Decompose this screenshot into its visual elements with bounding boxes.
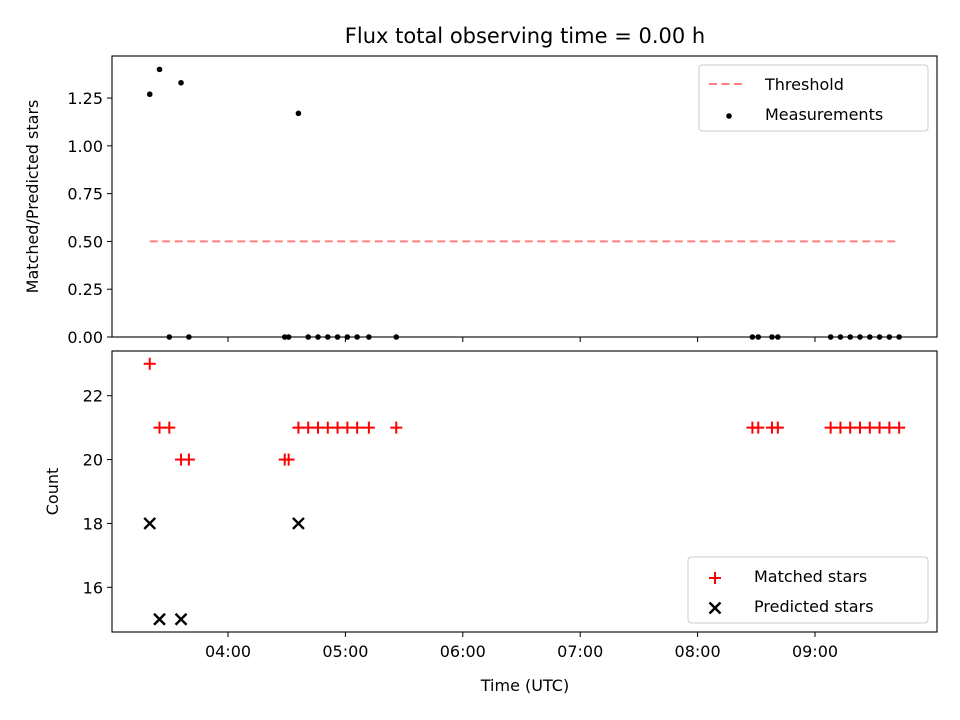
matched-star-marker	[390, 421, 403, 434]
y-tick-label: 1.00	[67, 137, 103, 156]
y-tick-label: 0.50	[67, 232, 103, 251]
predicted-star-marker	[174, 612, 188, 626]
measurement-point	[837, 334, 844, 340]
marker-d2	[153, 612, 166, 626]
measurement-point	[186, 334, 192, 340]
y-tick-label: 1.25	[67, 89, 103, 108]
measurement-point	[354, 334, 360, 340]
legend: Threshold Measurements	[698, 64, 929, 132]
matched-star-marker	[752, 421, 765, 434]
measurement-point	[775, 334, 781, 340]
y-tick-label: 22	[83, 387, 103, 406]
x-tick-label: 09:00	[792, 642, 838, 661]
measurement-point	[305, 334, 312, 340]
x-tick-label: 07:00	[557, 642, 603, 661]
y-axis-label: Matched/Predicted stars	[23, 100, 42, 294]
predicted-star-marker	[153, 612, 166, 626]
y-axis-label: Count	[43, 468, 62, 516]
measurement-point	[393, 334, 400, 340]
y-tick-label: 16	[83, 578, 103, 597]
matched-star-marker	[351, 421, 364, 434]
measurement-point	[886, 334, 893, 340]
measurement-point	[334, 334, 341, 340]
y-tick-label: 0.75	[67, 185, 103, 204]
predicted-star-marker	[143, 517, 157, 530]
measurement-point	[295, 110, 302, 117]
measurement-point	[769, 334, 775, 340]
measurement-point	[156, 66, 163, 73]
legend-box	[687, 556, 929, 624]
matched-star-marker	[771, 421, 784, 434]
legend-label: Matched stars	[754, 567, 867, 586]
measurement-point	[827, 334, 834, 340]
x-tick-label: 08:00	[675, 642, 721, 661]
measurement-point	[178, 79, 184, 86]
legend-predicted-swatch	[708, 601, 722, 615]
y-tick-label: 20	[83, 451, 103, 470]
measurement-point	[866, 334, 873, 340]
matched-star-marker	[893, 421, 906, 434]
top-panel-ratio: 0.00 0.25 0.50 0.75 1.00 1.25 Matched/Predicte…	[23, 55, 938, 347]
measurement-point	[146, 91, 153, 98]
bottom-panel-counts: 16 18 20 22 04:00 05:00 06:00 07:00 08:00 09:00 Co…	[43, 350, 938, 661]
marker-d2	[143, 517, 157, 530]
legend-box	[698, 64, 929, 132]
measurement-point	[366, 334, 372, 340]
x-tick-label: 05:00	[322, 642, 368, 661]
measurement-point	[749, 334, 756, 340]
marker-d2	[174, 612, 188, 626]
x-tick-label: 06:00	[440, 642, 486, 661]
matched-star-marker	[143, 357, 156, 370]
y-tick-label: 0.25	[67, 280, 103, 299]
measurement-point	[857, 334, 863, 340]
measurement-point	[281, 334, 288, 340]
legend-matched-swatch	[709, 572, 721, 584]
measurement-point	[847, 334, 854, 340]
measurement-point	[876, 334, 883, 340]
measurement-point	[896, 334, 902, 340]
matched-star-marker	[182, 453, 195, 466]
measurement-point	[324, 334, 331, 340]
plot-frame	[111, 350, 938, 633]
legend-label: Predicted stars	[754, 597, 874, 616]
measurement-point	[755, 334, 762, 340]
matched-star-marker	[163, 421, 176, 434]
x-tick-label: 04:00	[205, 642, 251, 661]
predicted-star-marker	[292, 517, 305, 530]
measurement-point	[315, 334, 321, 340]
legend: Matched stars Predicted stars	[687, 556, 929, 624]
y-tick-label: 0.00	[67, 328, 103, 347]
measurement-point	[344, 334, 351, 340]
legend-label: Measurements	[765, 105, 883, 124]
y-tick-label: 18	[83, 514, 103, 533]
measurement-point	[166, 334, 173, 340]
legend-label: Threshold	[764, 75, 844, 94]
measurement-point	[285, 334, 292, 340]
matched-star-marker	[282, 453, 295, 466]
marker-d2	[292, 517, 305, 530]
x-axis-label: Time (UTC)	[480, 676, 569, 695]
chart-title: Flux total observing time = 0.00 h	[345, 24, 705, 48]
plot-frame	[111, 55, 938, 338]
matched-star-marker	[362, 421, 375, 434]
legend-measurement-swatch	[726, 113, 732, 119]
swatch-d2	[708, 601, 722, 615]
